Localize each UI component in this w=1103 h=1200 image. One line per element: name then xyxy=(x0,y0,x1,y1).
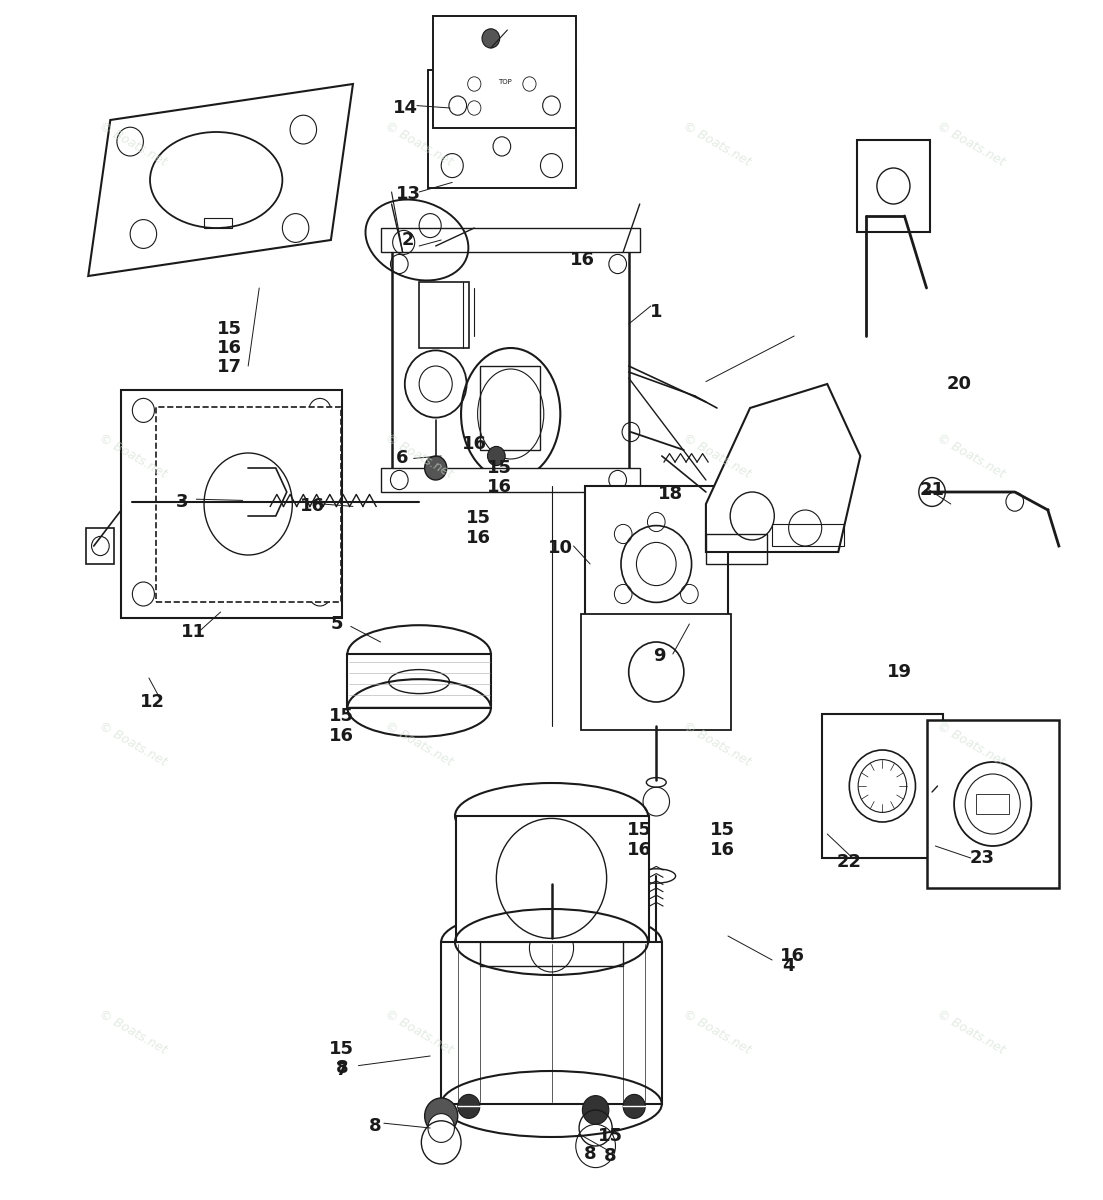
Text: © Boats.net: © Boats.net xyxy=(383,1007,456,1057)
FancyBboxPatch shape xyxy=(428,70,576,188)
Text: 15
16: 15 16 xyxy=(467,509,491,547)
Text: 13: 13 xyxy=(396,185,420,203)
Text: 15
16: 15 16 xyxy=(628,821,652,859)
Text: 11: 11 xyxy=(181,624,205,641)
Text: 21: 21 xyxy=(920,480,944,499)
Text: 1: 1 xyxy=(650,302,663,320)
Text: 6: 6 xyxy=(396,449,409,467)
Bar xyxy=(121,478,141,526)
Text: 19: 19 xyxy=(887,662,911,680)
Text: © Boats.net: © Boats.net xyxy=(681,719,753,769)
Text: 16: 16 xyxy=(300,498,324,516)
Text: © Boats.net: © Boats.net xyxy=(681,119,753,169)
Text: © Boats.net: © Boats.net xyxy=(383,119,456,169)
Text: 15
16: 15 16 xyxy=(330,707,354,745)
Text: 22: 22 xyxy=(837,852,861,871)
Bar xyxy=(456,816,649,942)
FancyBboxPatch shape xyxy=(585,486,728,642)
FancyBboxPatch shape xyxy=(121,390,342,618)
Text: 15
8: 15 8 xyxy=(598,1127,622,1165)
Circle shape xyxy=(482,29,500,48)
Text: © Boats.net: © Boats.net xyxy=(383,431,456,481)
Text: 15
16: 15 16 xyxy=(488,458,512,497)
Text: TOP: TOP xyxy=(499,79,512,85)
Text: © Boats.net: © Boats.net xyxy=(96,119,169,169)
FancyBboxPatch shape xyxy=(156,407,341,602)
Text: 15
8: 15 8 xyxy=(330,1039,354,1078)
FancyBboxPatch shape xyxy=(857,140,930,232)
Text: 16: 16 xyxy=(780,948,804,965)
Text: 15
16: 15 16 xyxy=(710,821,735,859)
Text: © Boats.net: © Boats.net xyxy=(96,1007,169,1057)
Text: 16: 16 xyxy=(570,251,595,269)
Text: © Boats.net: © Boats.net xyxy=(934,431,1007,481)
Text: © Boats.net: © Boats.net xyxy=(96,431,169,481)
Circle shape xyxy=(425,1098,458,1134)
Text: © Boats.net: © Boats.net xyxy=(934,1007,1007,1057)
Polygon shape xyxy=(88,84,353,276)
Bar xyxy=(419,282,469,348)
Text: 23: 23 xyxy=(970,850,994,866)
Text: 10: 10 xyxy=(548,539,572,557)
FancyBboxPatch shape xyxy=(927,720,1059,888)
FancyBboxPatch shape xyxy=(581,614,731,730)
Bar xyxy=(441,942,662,1104)
Text: 14: 14 xyxy=(394,98,418,116)
Circle shape xyxy=(488,446,505,466)
Circle shape xyxy=(428,1114,454,1142)
Bar xyxy=(381,468,640,492)
Text: © Boats.net: © Boats.net xyxy=(934,119,1007,169)
Circle shape xyxy=(425,456,447,480)
Bar xyxy=(976,794,1009,814)
Text: 18: 18 xyxy=(658,486,683,504)
Bar xyxy=(204,218,232,228)
Text: © Boats.net: © Boats.net xyxy=(681,1007,753,1057)
Text: 2: 2 xyxy=(401,230,415,248)
Text: © Boats.net: © Boats.net xyxy=(383,719,456,769)
Bar xyxy=(381,228,640,252)
Text: 3: 3 xyxy=(175,492,189,511)
FancyBboxPatch shape xyxy=(822,714,943,858)
Text: 4: 4 xyxy=(782,958,795,974)
Text: 12: 12 xyxy=(140,692,164,710)
Circle shape xyxy=(623,1094,645,1118)
Text: 8: 8 xyxy=(368,1116,382,1135)
Bar xyxy=(347,654,491,708)
Bar xyxy=(86,528,114,564)
Text: 15
16
17: 15 16 17 xyxy=(217,319,242,377)
Circle shape xyxy=(582,1096,609,1124)
Text: 20: 20 xyxy=(947,374,972,392)
Bar xyxy=(772,524,844,546)
Text: 16: 16 xyxy=(462,434,486,452)
Text: 8: 8 xyxy=(583,1145,597,1164)
Bar xyxy=(480,924,623,966)
Polygon shape xyxy=(706,384,860,552)
Text: © Boats.net: © Boats.net xyxy=(681,431,753,481)
Text: © Boats.net: © Boats.net xyxy=(96,719,169,769)
Circle shape xyxy=(458,1094,480,1118)
Text: 9: 9 xyxy=(653,647,666,665)
Text: © Boats.net: © Boats.net xyxy=(934,719,1007,769)
Text: 7: 7 xyxy=(335,1061,349,1080)
Bar xyxy=(480,366,540,450)
Text: 5: 5 xyxy=(330,614,343,634)
FancyBboxPatch shape xyxy=(392,246,629,486)
FancyBboxPatch shape xyxy=(433,16,576,128)
Bar xyxy=(706,534,767,564)
